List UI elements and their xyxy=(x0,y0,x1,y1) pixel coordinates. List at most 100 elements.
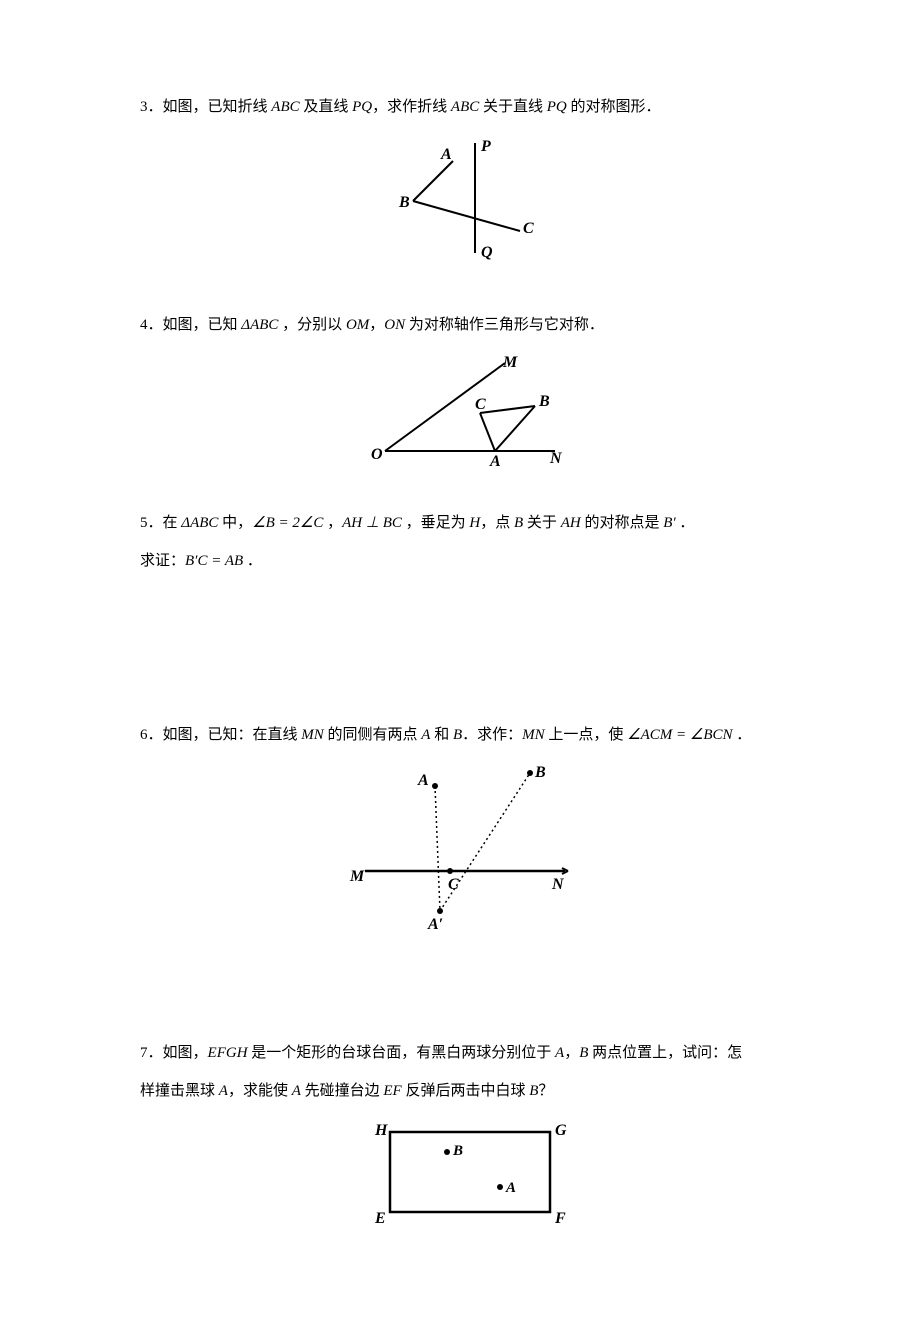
problem-4-text: 4．如图，已知 ΔABC ，分别以 OM，ON 为对称轴作三角形与它对称． xyxy=(140,313,800,337)
p5-tri: ΔABC xyxy=(181,515,218,531)
problem-5: 5．在 ΔABC 中，∠B = 2∠C ，AH ⊥ BC ，垂足为 H，点 B … xyxy=(140,511,800,573)
p4-ta: 如图，已知 xyxy=(163,317,242,333)
p7-l2b: ，求能使 xyxy=(228,1083,292,1099)
problem-5-line2: 求证：B′C = AB ． xyxy=(140,549,800,573)
label-G7: G xyxy=(555,1122,567,1139)
p3-pq1: PQ xyxy=(352,99,372,115)
p7-l2e: ？ xyxy=(538,1083,553,1099)
p6-tb: 的同侧有两点 xyxy=(324,727,422,743)
p6-ta: 如图，已知：在直线 xyxy=(163,727,302,743)
label-H7: H xyxy=(374,1122,388,1139)
p7-efgh: EFGH xyxy=(208,1045,248,1061)
p5-th: ． xyxy=(676,515,695,531)
p7-l2c: 先碰撞台边 xyxy=(301,1083,384,1099)
p6-mn2: MN xyxy=(522,727,545,743)
p3-te: 的对称图形． xyxy=(567,99,661,115)
p4-td: 为对称轴作三角形与它对称． xyxy=(405,317,604,333)
p7-td: 两点位置上，试问：怎 xyxy=(588,1045,742,1061)
p5-h: H xyxy=(469,515,480,531)
p5-l2b: ． xyxy=(243,553,262,569)
label-A7: A xyxy=(505,1180,516,1196)
p6-num: 6． xyxy=(140,727,163,743)
label-M: M xyxy=(502,354,518,371)
p7-num: 7． xyxy=(140,1045,163,1061)
label-N6: N xyxy=(551,876,565,893)
figure-6: A B C M N A′ xyxy=(140,761,800,931)
p6-ang: ∠ACM = ∠BCN xyxy=(627,727,732,743)
p5-tb: 中， xyxy=(218,515,252,531)
figure-6-svg: A B C M N A′ xyxy=(340,761,600,931)
label-O: O xyxy=(371,446,383,463)
label-E7: E xyxy=(374,1210,386,1227)
p4-tri: ΔABC xyxy=(241,317,278,333)
spacer2 xyxy=(140,971,800,1041)
p3-num: 3． xyxy=(140,99,163,115)
p4-tb: ，分别以 xyxy=(278,317,346,333)
label-C6: C xyxy=(448,876,459,893)
label-A6: A xyxy=(417,772,429,789)
p5-te: ，点 xyxy=(480,515,514,531)
p3-ta: 如图，已知折线 xyxy=(163,99,272,115)
p5-ah: AH xyxy=(561,515,581,531)
p3-abc2: ABC xyxy=(451,99,479,115)
problem-6: 6．如图，已知：在直线 MN 的同侧有两点 A 和 B．求作：MN 上一点，使 … xyxy=(140,723,800,931)
figure-3-svg: A B C P Q xyxy=(375,133,565,273)
problem-7-line2: 样撞击黑球 A，求能使 A 先碰撞台边 EF 反弹后两击中白球 B？ xyxy=(140,1079,800,1103)
figure-7: H G E F A B xyxy=(140,1117,800,1232)
p7-l2d: 反弹后两击中白球 xyxy=(402,1083,530,1099)
problem-3: 3．如图，已知折线 ABC 及直线 PQ，求作折线 ABC 关于直线 PQ 的对… xyxy=(140,95,800,273)
figure-4: O N M A B C xyxy=(140,351,800,471)
p7-l2a: 样撞击黑球 xyxy=(140,1083,219,1099)
label-C4: C xyxy=(475,396,486,413)
p6-b: B xyxy=(453,727,462,743)
problem-7-text: 7．如图，EFGH 是一个矩形的台球台面，有黑白两球分别位于 A，B 两点位置上… xyxy=(140,1041,800,1065)
label-B7: B xyxy=(452,1143,463,1159)
spacer xyxy=(140,613,800,723)
p6-mn: MN xyxy=(301,727,324,743)
problem-3-text: 3．如图，已知折线 ABC 及直线 PQ，求作折线 ABC 关于直线 PQ 的对… xyxy=(140,95,800,119)
p7-ef: EF xyxy=(383,1083,401,1099)
label-B: B xyxy=(398,194,410,211)
problem-6-text: 6．如图，已知：在直线 MN 的同侧有两点 A 和 B．求作：MN 上一点，使 … xyxy=(140,723,800,747)
p5-eq: B′C = AB xyxy=(185,553,243,569)
p7-ta: 如图， xyxy=(163,1045,208,1061)
p6-td: ．求作： xyxy=(462,727,522,743)
p4-tc: ， xyxy=(369,317,384,333)
p7-tb: 是一个矩形的台球台面，有黑白两球分别位于 xyxy=(248,1045,556,1061)
label-F7: F xyxy=(554,1210,566,1227)
p4-on: ON xyxy=(384,317,405,333)
label-P: P xyxy=(480,138,491,155)
problem-5-text: 5．在 ΔABC 中，∠B = 2∠C ，AH ⊥ BC ，垂足为 H，点 B … xyxy=(140,511,800,535)
p3-abc1: ABC xyxy=(271,99,299,115)
figure-4-svg: O N M A B C xyxy=(355,351,585,471)
p5-bp: B′ xyxy=(663,515,675,531)
p3-tc: ，求作折线 xyxy=(372,99,451,115)
p5-ahp: AH ⊥ BC xyxy=(342,515,402,531)
problem-4: 4．如图，已知 ΔABC ，分别以 OM，ON 为对称轴作三角形与它对称． O … xyxy=(140,313,800,471)
p7-a3: A xyxy=(292,1083,301,1099)
p6-tf: ． xyxy=(733,727,752,743)
label-B4: B xyxy=(538,393,550,410)
p7-a: A xyxy=(555,1045,564,1061)
p4-num: 4． xyxy=(140,317,163,333)
p3-td: 关于直线 xyxy=(479,99,547,115)
figure-3: A B C P Q xyxy=(140,133,800,273)
p7-a2: A xyxy=(219,1083,228,1099)
problem-7: 7．如图，EFGH 是一个矩形的台球台面，有黑白两球分别位于 A，B 两点位置上… xyxy=(140,1041,800,1232)
p5-td: ，垂足为 xyxy=(402,515,470,531)
p5-l2a: 求证： xyxy=(140,553,185,569)
p5-ab: ∠B = 2∠C xyxy=(252,515,323,531)
figure-7-svg: H G E F A B xyxy=(355,1117,585,1232)
label-M6: M xyxy=(349,868,365,885)
label-Q: Q xyxy=(481,244,493,261)
p3-pq2: PQ xyxy=(547,99,567,115)
label-Ap6: A′ xyxy=(427,916,443,931)
p5-b: B xyxy=(514,515,523,531)
label-N: N xyxy=(549,450,563,467)
label-C: C xyxy=(523,220,534,237)
p5-tf: 关于 xyxy=(523,515,561,531)
p7-tc: ， xyxy=(564,1045,579,1061)
p6-tc: 和 xyxy=(430,727,453,743)
label-A: A xyxy=(440,146,452,163)
p6-te: 上一点，使 xyxy=(545,727,628,743)
